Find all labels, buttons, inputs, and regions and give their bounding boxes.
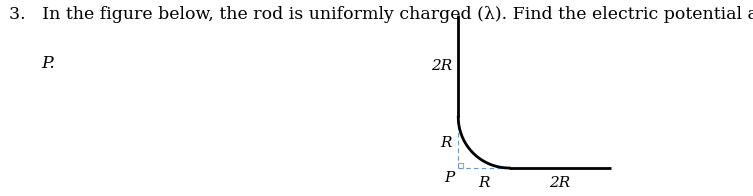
Text: 3.   In the figure below, the rod is uniformly charged (λ). Find the electric po: 3. In the figure below, the rod is unifo… (9, 6, 753, 23)
Text: P.: P. (41, 55, 55, 72)
Text: R: R (441, 136, 452, 150)
Text: P: P (444, 171, 454, 185)
Text: R: R (478, 176, 489, 190)
Text: 2R: 2R (550, 176, 571, 190)
Text: 2R: 2R (431, 59, 452, 73)
